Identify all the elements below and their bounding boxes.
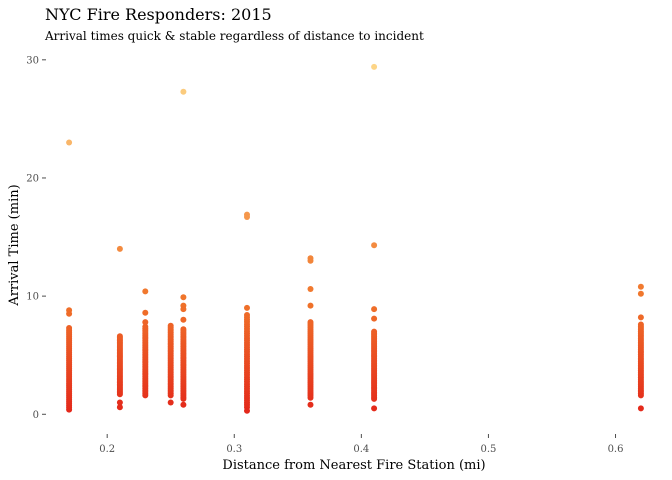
data-point (637, 405, 644, 412)
data-point (116, 399, 123, 406)
data-point (307, 401, 314, 408)
data-points (66, 63, 644, 414)
x-axis: 0.2 0.3 0.4 0.5 0.6 (99, 434, 623, 455)
y-tick-label: 10 (26, 292, 39, 303)
data-point (371, 328, 378, 335)
data-point (244, 312, 250, 318)
y-axis-title: Arrival Time (min) (7, 184, 22, 306)
data-point (66, 139, 73, 146)
data-point (180, 326, 187, 333)
data-point (637, 290, 644, 297)
x-tick-label: 0.6 (608, 444, 624, 455)
data-point (244, 304, 250, 311)
data-point (116, 245, 123, 252)
data-point (180, 88, 187, 95)
x-tick-label: 0.3 (226, 444, 242, 455)
data-point (167, 322, 174, 329)
data-point (244, 214, 250, 220)
data-point (180, 294, 187, 301)
data-point (371, 405, 378, 412)
data-point (637, 321, 644, 328)
y-tick-label: 20 (26, 173, 39, 184)
y-axis: 0 10 20 30 (26, 55, 46, 421)
data-point (142, 309, 149, 316)
y-tick-label: 0 (33, 410, 39, 421)
data-point (142, 319, 149, 326)
data-point (307, 319, 314, 326)
data-point (116, 404, 123, 411)
data-point (180, 316, 187, 323)
data-point (244, 407, 250, 414)
data-point (371, 242, 378, 249)
data-point (66, 325, 73, 331)
x-axis-title: Distance from Nearest Fire Station (mi) (222, 458, 485, 473)
data-point (307, 257, 314, 264)
data-point (116, 333, 123, 340)
data-point (142, 323, 149, 330)
chart-title: NYC Fire Responders: 2015 (45, 5, 272, 24)
data-point (307, 286, 314, 292)
chart-subtitle: Arrival times quick & stable regardless … (44, 29, 424, 43)
x-tick-label: 0.5 (480, 444, 496, 455)
data-point (167, 399, 174, 406)
data-point (66, 310, 73, 317)
data-point (371, 315, 378, 322)
data-point (180, 401, 187, 408)
x-tick-label: 0.2 (99, 444, 115, 455)
data-point (371, 306, 378, 313)
data-point (142, 288, 149, 295)
data-point (637, 283, 644, 290)
x-tick-label: 0.4 (353, 444, 369, 455)
data-point (180, 306, 187, 313)
data-point (371, 63, 378, 70)
data-point (637, 314, 644, 321)
data-point (307, 302, 314, 309)
y-tick-label: 30 (26, 55, 39, 66)
